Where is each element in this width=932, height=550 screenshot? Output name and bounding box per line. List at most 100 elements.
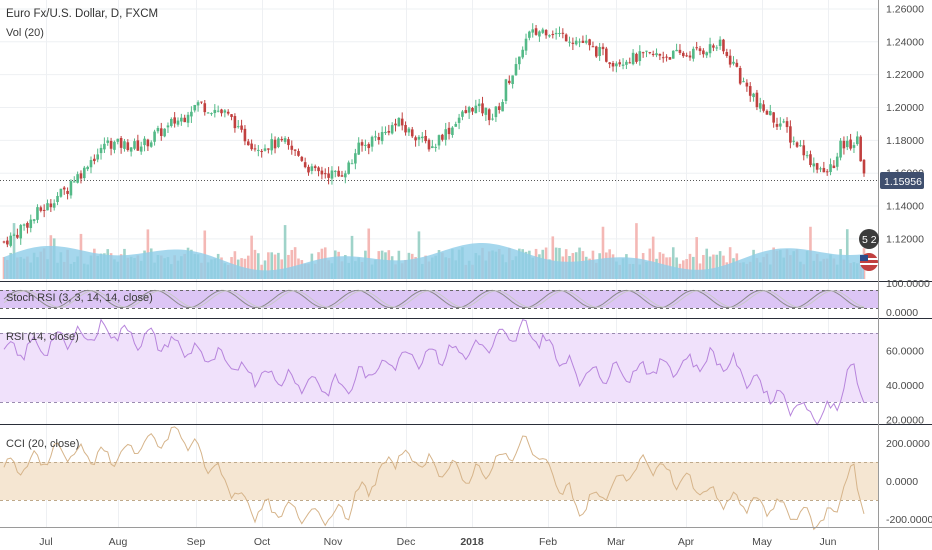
candle-body bbox=[564, 34, 568, 42]
candle-body bbox=[608, 62, 611, 65]
candle-body bbox=[856, 136, 859, 145]
candle-body bbox=[79, 173, 83, 179]
volume-bar bbox=[253, 249, 257, 279]
candle-body bbox=[410, 129, 414, 137]
volume-bar bbox=[671, 247, 675, 279]
candle-body bbox=[735, 62, 739, 67]
candle-body bbox=[511, 75, 514, 85]
cci-label[interactable]: CCI (20, close) bbox=[6, 438, 79, 450]
candle-body bbox=[260, 150, 263, 152]
candle-body bbox=[427, 139, 431, 150]
candle-body bbox=[163, 128, 166, 137]
candle-body bbox=[839, 140, 842, 158]
candle-body bbox=[153, 131, 156, 142]
stoch-rsi-label[interactable]: Stoch RSI (3, 3, 14, 14, close) bbox=[6, 292, 153, 304]
candle-body bbox=[123, 141, 126, 149]
candle-body bbox=[149, 142, 153, 147]
candle-body bbox=[267, 148, 270, 150]
candle-body bbox=[313, 166, 317, 168]
candle-body bbox=[253, 148, 257, 150]
candle-body bbox=[504, 79, 508, 102]
candle-body bbox=[303, 162, 307, 168]
candle-body bbox=[186, 114, 190, 123]
candle-body bbox=[842, 140, 846, 149]
candle-body bbox=[380, 132, 384, 142]
volume-bar bbox=[263, 260, 267, 279]
candle-body bbox=[26, 223, 29, 228]
candle-body bbox=[156, 127, 160, 132]
candle-body bbox=[742, 81, 745, 83]
candle-body bbox=[133, 141, 136, 149]
candle-body bbox=[661, 57, 665, 59]
last-price-value: 1.15956 bbox=[884, 176, 922, 188]
candle-body bbox=[825, 171, 829, 173]
candle-body bbox=[594, 46, 598, 57]
volume-bar bbox=[277, 252, 280, 279]
candle-body bbox=[360, 142, 364, 146]
stoch-axis[interactable]: 0.0000 100.0000 bbox=[886, 278, 930, 319]
candle-body bbox=[250, 143, 253, 150]
candle-body bbox=[618, 62, 622, 65]
rsi-axis[interactable]: 20.0000 40.0000 60.0000 bbox=[886, 345, 924, 426]
candle-body bbox=[738, 68, 742, 84]
events-badge[interactable]: 5 2 bbox=[859, 229, 879, 271]
candle-body bbox=[524, 38, 528, 51]
candle-body bbox=[681, 52, 685, 57]
time-tick-label: Jun bbox=[820, 536, 837, 548]
candle-body bbox=[859, 136, 862, 162]
candle-body bbox=[702, 50, 705, 55]
candle-body bbox=[655, 53, 658, 56]
volume-bar bbox=[651, 236, 655, 279]
candle-body bbox=[561, 32, 565, 34]
candle-body bbox=[758, 103, 762, 109]
stoch-tick-label: 100.0000 bbox=[886, 278, 930, 290]
price-tick-label: 1.18000 bbox=[886, 135, 924, 147]
cci-axis[interactable]: -200.0000 0.0000 200.0000 bbox=[886, 438, 932, 526]
candle-body bbox=[9, 235, 12, 246]
candle-body bbox=[407, 128, 411, 133]
candle-body bbox=[206, 112, 210, 114]
candle-body bbox=[19, 225, 23, 239]
volume-bar bbox=[635, 223, 638, 279]
candle-body bbox=[36, 207, 39, 220]
candle-body bbox=[574, 40, 578, 45]
candle-body bbox=[698, 48, 702, 52]
candle-body bbox=[651, 53, 655, 55]
price-tick-label: 1.12000 bbox=[886, 233, 924, 245]
candle-body bbox=[645, 50, 648, 52]
candle-body bbox=[451, 127, 454, 135]
candle-body bbox=[330, 170, 334, 179]
candle-body bbox=[789, 126, 792, 143]
volume-bar bbox=[712, 254, 715, 279]
cci-line bbox=[3, 426, 865, 531]
candle-body bbox=[431, 146, 434, 149]
rsi-label[interactable]: RSI (14, close) bbox=[6, 331, 79, 343]
candle-body bbox=[471, 108, 474, 112]
symbol-title[interactable]: Euro Fx/U.S. Dollar, D, FXCM bbox=[6, 8, 158, 20]
candle-body bbox=[143, 138, 146, 146]
time-tick-label: Mar bbox=[607, 536, 626, 548]
candle-body bbox=[441, 134, 444, 140]
candle-body bbox=[668, 57, 672, 60]
candle-body bbox=[293, 149, 297, 151]
candle-body bbox=[236, 126, 240, 128]
volume-bar bbox=[367, 228, 371, 279]
rsi-tick-label: 20.0000 bbox=[886, 414, 924, 426]
volume-bar bbox=[728, 247, 732, 279]
candle-body bbox=[354, 153, 357, 164]
candle-body bbox=[799, 145, 802, 147]
candle-body bbox=[283, 138, 287, 142]
candle-body bbox=[772, 112, 775, 123]
time-tick-label: 2018 bbox=[460, 536, 484, 548]
candle-body bbox=[183, 117, 187, 123]
price-tick-label: 1.26000 bbox=[886, 3, 924, 15]
candle-body bbox=[83, 167, 86, 179]
volume-label[interactable]: Vol (20) bbox=[6, 27, 44, 39]
candle-body bbox=[765, 110, 769, 115]
candle-body bbox=[347, 162, 350, 174]
candle-body bbox=[49, 203, 53, 208]
candle-body bbox=[257, 149, 260, 151]
time-axis[interactable]: Jul Aug Sep Oct Nov Dec 2018 Feb Mar Apr May Jun bbox=[39, 536, 836, 548]
candle-body bbox=[715, 47, 719, 49]
